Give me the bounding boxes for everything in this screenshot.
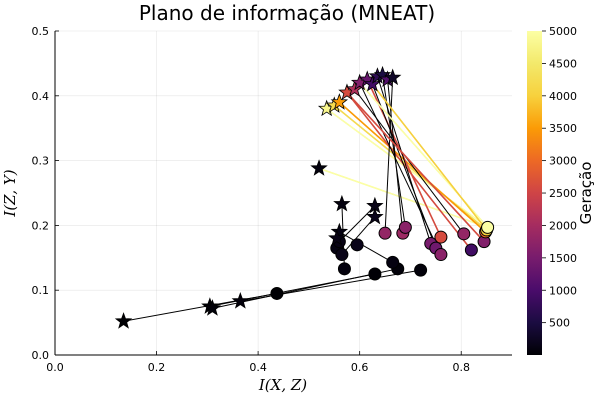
colorbar-tick-label: 4000 xyxy=(549,90,577,103)
y-tick-label: 0.1 xyxy=(32,284,50,297)
circle-marker xyxy=(270,286,284,300)
star-marker xyxy=(231,292,250,309)
tick-labels: 0.0 0.2 0.4 0.6 0.8 0.0 0.1 0.2 0.3 0.4 0.5 xyxy=(32,25,470,374)
colorbar-tick-label: 3000 xyxy=(549,155,577,168)
circle-marker xyxy=(457,227,471,241)
connector-line xyxy=(384,77,394,234)
data-markers xyxy=(114,65,495,329)
star-marker xyxy=(114,312,133,329)
connector-line-colored xyxy=(318,167,488,229)
circle-marker xyxy=(398,220,412,234)
connector-line xyxy=(371,83,437,249)
x-tick-label: 0.0 xyxy=(46,361,64,374)
colorbar-tick-label: 1500 xyxy=(549,252,577,265)
star-marker xyxy=(328,229,346,246)
grid xyxy=(54,30,512,356)
connector-line xyxy=(339,231,393,263)
star-marker xyxy=(203,299,222,316)
circle-marker xyxy=(434,230,448,244)
connector-line xyxy=(376,76,432,244)
circle-marker xyxy=(368,267,382,281)
circle-marker xyxy=(464,243,478,257)
connector-line xyxy=(341,216,376,255)
connector-line-colored xyxy=(346,92,473,251)
x-axis-label: I(X, Z) xyxy=(258,376,307,394)
star-marker xyxy=(310,159,328,176)
connector-line-colored xyxy=(333,104,488,231)
colorbar xyxy=(527,31,542,355)
colorbar-tick-label: 2000 xyxy=(549,219,577,232)
star-marker xyxy=(383,68,402,86)
circle-marker xyxy=(350,238,364,252)
y-tick-label: 0.5 xyxy=(32,25,50,38)
connector-lines xyxy=(123,74,489,322)
colorbar-label: Geração xyxy=(577,162,595,225)
circle-marker xyxy=(337,262,351,276)
x-tick-label: 0.2 xyxy=(148,361,166,374)
colorbar-tick-label: 1000 xyxy=(549,284,577,297)
circle-marker xyxy=(414,263,428,277)
circle-marker xyxy=(434,248,448,262)
circle-marker xyxy=(378,226,392,240)
connector-line xyxy=(382,74,406,228)
connector-line xyxy=(387,79,404,234)
star-marker xyxy=(330,93,349,110)
star-marker xyxy=(366,207,384,225)
y-tick-label: 0.3 xyxy=(32,155,50,168)
connector-line-colored xyxy=(371,83,488,231)
connector-line xyxy=(354,89,465,235)
star-marker xyxy=(330,222,349,240)
colorbar-tick-label: 3500 xyxy=(549,122,577,135)
x-tick-label: 0.8 xyxy=(452,361,470,374)
connector-line-colored xyxy=(346,92,485,243)
connector-line xyxy=(240,269,421,302)
colorbar-ticks: 500 1000 1500 2000 2500 3000 3500 4000 4500 5000 xyxy=(542,25,577,330)
circle-marker xyxy=(386,255,400,269)
star-marker xyxy=(333,194,351,212)
circle-marker xyxy=(481,220,495,234)
axes xyxy=(54,30,512,356)
circle-marker xyxy=(335,248,349,262)
y-tick-label: 0.0 xyxy=(32,349,50,362)
colorbar-tick-label: 4500 xyxy=(549,57,577,70)
y-tick-label: 0.4 xyxy=(32,90,50,103)
colorbar-tick-label: 5000 xyxy=(549,25,577,38)
chart-title: Plano de informação (MNEAT) xyxy=(139,1,435,25)
y-tick-label: 0.2 xyxy=(32,219,50,232)
connector-line-colored xyxy=(338,101,487,233)
x-tick-label: 0.6 xyxy=(351,361,369,374)
colorbar-tick-label: 500 xyxy=(549,317,570,330)
colorbar-tick-label: 2500 xyxy=(549,187,577,200)
y-axis-label: I(Z, Y) xyxy=(1,169,19,217)
x-tick-label: 0.4 xyxy=(249,361,267,374)
